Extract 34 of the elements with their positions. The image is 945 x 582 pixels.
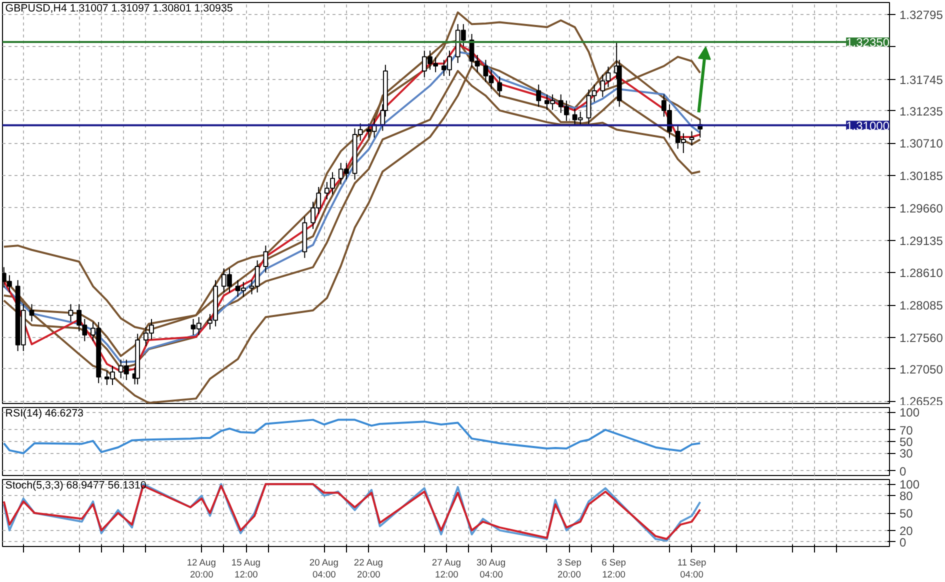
y-tick-label: 50 <box>900 506 914 520</box>
x-tick-label: 6 Sep 12:00 <box>602 558 626 580</box>
x-tick-label: 3 Sep 20:00 <box>557 558 582 580</box>
y-tick-label: 1.29135 <box>900 234 944 248</box>
y-tick-label: 100 <box>900 406 920 420</box>
y-tick-label: 0 <box>900 535 906 550</box>
chart-title: RSI(14) 46.6273 <box>5 408 84 420</box>
x-tick-label: 12 Aug 20:00 <box>186 558 216 580</box>
y-tick-label: 80 <box>900 489 914 504</box>
ref-line-label: 1.31000 <box>846 118 890 133</box>
y-tick-label: 1.32795 <box>900 8 944 22</box>
y-tick-label: 0 <box>900 464 906 478</box>
ref-line-label: 1.32350 <box>846 35 890 50</box>
y-tick-label: 70 <box>900 423 914 438</box>
x-tick-label: 20 Aug 04:00 <box>309 558 338 580</box>
y-tick-label: 1.28085 <box>900 298 944 313</box>
y-tick-label: 20 <box>900 524 914 538</box>
x-tick-label: 22 Aug 20:00 <box>354 558 383 580</box>
y-tick-label: 1.30185 <box>900 169 944 184</box>
y-tick-label: 30 <box>900 446 914 461</box>
y-tick-label: 1.30710 <box>900 136 944 151</box>
y-tick-label: 100 <box>900 478 920 492</box>
y-tick-label: 1.28610 <box>900 266 944 280</box>
y-tick-label: 1.31235 <box>900 104 944 118</box>
x-tick-label: 11 Sep 04:00 <box>677 558 706 580</box>
y-tick-label: 1.29660 <box>900 201 944 216</box>
y-tick-label: 1.27560 <box>900 330 944 345</box>
y-tick-label: 1.27050 <box>900 362 944 376</box>
x-tick-label: 27 Aug 12:00 <box>432 558 461 580</box>
x-tick-label: 15 Aug 12:00 <box>231 558 260 580</box>
x-tick-label: 30 Aug 04:00 <box>476 558 506 580</box>
y-tick-label: 50 <box>900 435 914 449</box>
chart-title: GBPUSD,H4 1.31007 1.31097 1.30801 1.30935 <box>5 2 233 14</box>
y-tick-label: 1.31745 <box>900 72 944 87</box>
